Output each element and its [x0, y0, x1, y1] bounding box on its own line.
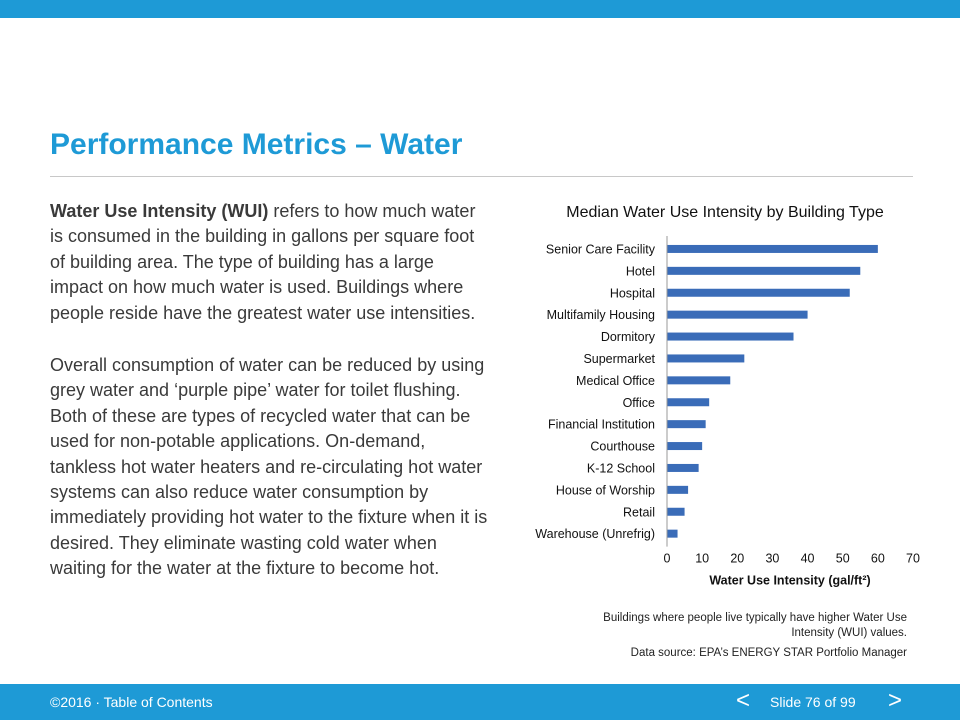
- bar: [667, 310, 808, 319]
- category-label: Warehouse (Unrefrig): [535, 527, 655, 541]
- paragraph-wui: Water Use Intensity (WUI) refers to how …: [50, 199, 490, 326]
- body-text: Water Use Intensity (WUI) refers to how …: [50, 199, 490, 609]
- chart-caption: Buildings where people live typically ha…: [603, 612, 907, 639]
- bar: [667, 244, 878, 253]
- x-tick-label: 70: [906, 552, 920, 566]
- top-accent-bar: [0, 0, 960, 18]
- category-label: Office: [623, 396, 655, 410]
- prev-slide-button[interactable]: <: [736, 687, 751, 714]
- bar: [667, 332, 794, 341]
- paragraph-reduction: Overall consumption of water can be redu…: [50, 355, 488, 579]
- bar: [667, 266, 861, 275]
- bar: [667, 529, 678, 538]
- bar: [667, 485, 689, 494]
- category-label: Financial Institution: [548, 418, 655, 432]
- x-tick-label: 0: [664, 552, 671, 566]
- category-label: Medical Office: [576, 374, 655, 388]
- category-label: Multifamily Housing: [547, 308, 655, 322]
- x-tick-label: 20: [730, 552, 744, 566]
- bar: [667, 420, 706, 429]
- footer-bar: ©2016 · Table of Contents < Slide 76 of …: [0, 684, 960, 720]
- category-label: Supermarket: [583, 352, 655, 366]
- x-axis-label: Water Use Intensity (gal/ft²): [709, 574, 870, 588]
- category-label: Senior Care Facility: [546, 242, 656, 256]
- category-label: Dormitory: [601, 330, 656, 344]
- bar: [667, 463, 699, 472]
- x-tick-label: 40: [801, 552, 815, 566]
- slide-counter: Slide 76 of 99: [770, 694, 856, 710]
- category-label: K-12 School: [587, 461, 655, 475]
- x-tick-label: 50: [836, 552, 850, 566]
- bar: [667, 398, 710, 407]
- x-tick-label: 30: [765, 552, 779, 566]
- data-source: Data source: EPA’s ENERGY STAR Portfolio…: [630, 647, 907, 659]
- wui-definition: refers to how much water is consumed in …: [50, 201, 476, 323]
- category-label: House of Worship: [556, 483, 655, 497]
- bar: [667, 376, 731, 385]
- copyright-toc-link[interactable]: ©2016 · Table of Contents: [50, 694, 213, 710]
- category-label: Courthouse: [590, 440, 655, 454]
- title-divider: [50, 176, 913, 177]
- bar: [667, 354, 745, 363]
- wui-bar-chart: Senior Care Facility Hotel Hospital Multifa…: [535, 236, 920, 588]
- category-label: Hotel: [626, 264, 655, 278]
- chart-title: Median Water Use Intensity by Building T…: [566, 204, 884, 221]
- bar: [667, 288, 850, 297]
- category-label: Hospital: [610, 286, 655, 300]
- wui-term: Water Use Intensity (WUI): [50, 201, 269, 221]
- bar: [667, 507, 685, 516]
- category-label: Retail: [623, 505, 655, 519]
- slide-title: Performance Metrics – Water: [50, 128, 463, 161]
- x-tick-label: 60: [871, 552, 885, 566]
- next-slide-button[interactable]: >: [888, 687, 903, 714]
- bar: [667, 442, 703, 451]
- x-tick-label: 10: [695, 552, 709, 566]
